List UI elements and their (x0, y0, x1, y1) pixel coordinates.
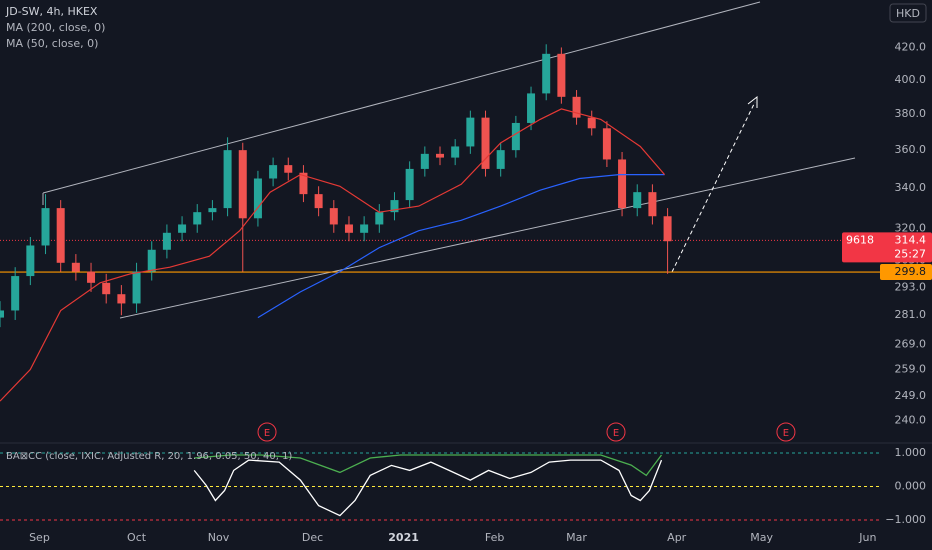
y-tick-label: 293.0 (895, 280, 927, 293)
support-box (880, 264, 932, 281)
event-marker (606, 422, 626, 442)
y-tick-label: 0.000 (895, 479, 927, 492)
candle-body (0, 310, 4, 318)
candle-body (238, 150, 247, 219)
candle-body (193, 212, 202, 225)
candle-body (56, 208, 65, 263)
y-tick-label: 400.0 (895, 73, 927, 86)
y-tick-label: 249.0 (895, 389, 927, 402)
channel-lower (119, 157, 856, 319)
candle-body (344, 224, 353, 233)
candle-body (26, 245, 35, 277)
candle-body (87, 271, 96, 283)
currency: HKD (896, 7, 920, 20)
legend-entry: MA (200, close, 0) (6, 21, 105, 34)
candle-body (117, 294, 126, 304)
x-tick-label: Feb (485, 531, 504, 544)
y-tick-label: 360.0 (895, 143, 927, 156)
currency-box[interactable] (889, 3, 927, 23)
candle-body (572, 96, 581, 118)
candle-body (436, 153, 444, 158)
event-marker (776, 422, 796, 442)
event-label: E (783, 428, 789, 439)
y-tick-label: 340.0 (895, 181, 927, 194)
candle-body (648, 192, 657, 217)
projection-arrow (671, 101, 756, 273)
candle-body (633, 192, 642, 209)
candle-body (527, 93, 536, 123)
candle-body (481, 117, 490, 169)
y-tick-label: 320.0 (895, 222, 927, 235)
candle-body (223, 150, 232, 209)
event-label: E (264, 428, 270, 439)
arrow-head (747, 95, 758, 108)
y-tick-label: 259.0 (895, 363, 927, 376)
candle-body (405, 168, 414, 201)
candle-body (587, 117, 596, 129)
series-line (194, 454, 663, 477)
series-line (257, 174, 665, 319)
candle-body (178, 224, 187, 233)
plot: 240.0249.0259.0269.0281.0293.0305.0320.0… (0, 40, 932, 544)
series-line (193, 459, 663, 517)
legend-entry: MA (50, close, 0) (6, 37, 98, 50)
candle-body (451, 146, 460, 158)
candle-body (329, 208, 338, 225)
candle-body (390, 200, 399, 213)
support-label: 299.8 (895, 265, 927, 278)
x-tick-label: May (750, 531, 773, 544)
candle-body (360, 224, 369, 233)
candle-body (269, 165, 278, 179)
candle-body (71, 262, 80, 272)
series-line (0, 108, 666, 402)
symbol-label: 9618 (846, 233, 874, 246)
candle-body (284, 165, 293, 173)
y-tick-label: 420.0 (895, 40, 927, 53)
symbol-title: JD-SW, 4h, HKEX (5, 5, 98, 18)
candle-body (208, 208, 217, 213)
candle-body (420, 153, 429, 169)
channel-upper (42, 1, 761, 194)
x-tick-label: Nov (208, 531, 230, 544)
candle-body (618, 159, 627, 209)
y-tick-label: −1.000 (885, 513, 926, 526)
last-price-box (842, 232, 932, 263)
indicator-title: BA⊠CC (close, IXIC, Adjusted R, 20, 1.96… (6, 451, 292, 462)
event-label: E (613, 428, 619, 439)
y-tick-label: 1.000 (895, 446, 927, 459)
x-tick-label: Dec (302, 531, 323, 544)
event-marker (257, 422, 277, 442)
candle-body (11, 276, 20, 311)
candle-body (162, 232, 171, 250)
candle-body (542, 53, 551, 94)
candle-body (466, 117, 475, 147)
y-tick-label: 269.0 (895, 337, 927, 350)
candle-body (496, 150, 505, 169)
last-price-label: 314.4 (895, 233, 927, 246)
y-tick-label: 240.0 (895, 413, 927, 426)
candle-body (41, 208, 50, 246)
candle-body (602, 128, 611, 160)
candle-body (147, 249, 156, 272)
candle-body (132, 271, 141, 304)
x-tick-label: 2021 (388, 531, 419, 544)
x-tick-label: Jun (858, 531, 876, 544)
x-tick-label: Oct (127, 531, 147, 544)
y-tick-label: 380.0 (895, 107, 927, 120)
candle-body (253, 178, 262, 219)
countdown: 25:27 (894, 247, 926, 260)
candle-body (102, 282, 111, 295)
candle-body (557, 53, 566, 97)
x-tick-label: Mar (566, 531, 587, 544)
x-tick-label: Sep (29, 531, 50, 544)
candle-body (375, 212, 384, 225)
x-tick-label: Apr (667, 531, 687, 544)
candle-body (511, 122, 520, 151)
candle-body (663, 216, 672, 242)
candle-body (299, 172, 308, 195)
candle-body (314, 194, 323, 209)
y-tick-label: 281.0 (895, 308, 927, 321)
